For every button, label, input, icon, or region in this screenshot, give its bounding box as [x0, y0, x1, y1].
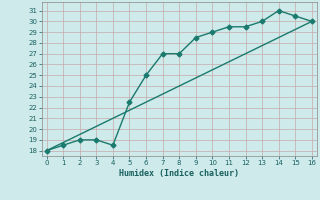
X-axis label: Humidex (Indice chaleur): Humidex (Indice chaleur) — [119, 169, 239, 178]
